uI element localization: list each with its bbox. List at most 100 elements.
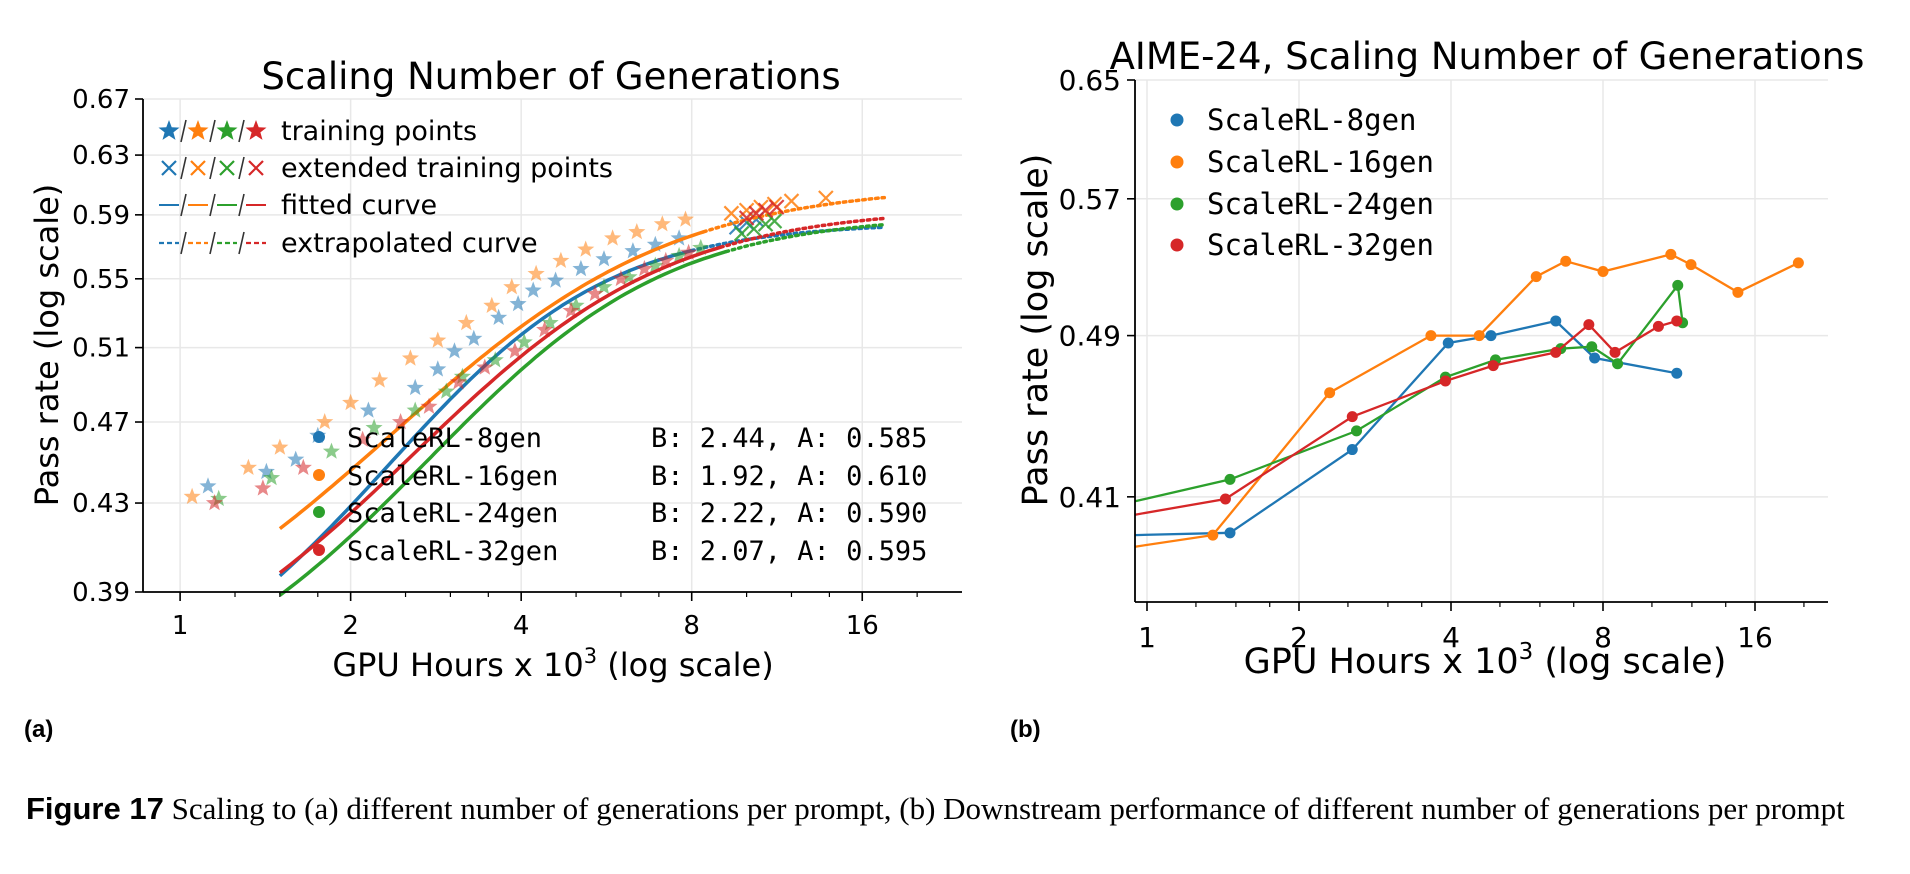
panel-b-y-tick-label: 0.65	[1059, 64, 1121, 97]
data-point-8gen	[1346, 444, 1358, 456]
panel-b-x-axis-label: GPU Hours x 103 (log scale)	[1244, 639, 1727, 682]
training-point-32gen	[506, 342, 524, 359]
panel-a-label: (a)	[24, 716, 54, 743]
panel-a-x-tick-label: 1	[172, 611, 189, 641]
panel-b-x-tick-label: 8	[1594, 621, 1612, 654]
training-point-16gen	[628, 223, 646, 240]
extrapolated-curve-32gen	[718, 216, 887, 249]
training-point-8gen	[572, 259, 590, 277]
extrapolated-curve-8gen	[689, 225, 887, 253]
training-point-16gen	[401, 349, 419, 366]
legend-slash-separator	[209, 119, 216, 143]
training-point-32gen	[392, 413, 410, 430]
panel-b-y-tick-label: 0.41	[1059, 481, 1121, 514]
training-point-24gen	[322, 442, 340, 459]
legend-star-icon-8gen	[158, 120, 180, 140]
panel-a-y-tick-label: 0.39	[72, 578, 130, 608]
training-point-32gen	[657, 251, 675, 268]
legend-cross-icon-32gen	[248, 160, 264, 176]
panel-a-y-tick-label: 0.47	[72, 408, 130, 438]
training-point-32gen	[476, 358, 494, 375]
extended-point-24gen	[746, 221, 762, 237]
legend-series-name: ScaleRL-24gen	[1207, 187, 1434, 221]
panel-b-title: AIME-24, Scaling Number of Generations	[1110, 35, 1865, 78]
data-point-16gen	[1530, 271, 1542, 283]
panel-a-xlabel-sup: 3	[584, 644, 597, 668]
panel-a-xlabel-prefix: GPU Hours x 10	[332, 646, 583, 684]
legend-star-icon-16gen	[187, 120, 209, 140]
training-point-16gen	[653, 215, 671, 232]
legend-fit-params: B: 2.07, A: 0.595	[651, 536, 927, 567]
legend-slash-separator	[238, 119, 245, 143]
panel-b-chart: AIME-24, Scaling Number of Generations 1…	[1016, 35, 1864, 682]
training-point-32gen	[294, 458, 312, 475]
training-point-8gen	[359, 401, 377, 418]
data-point-16gen	[1665, 248, 1677, 260]
extended-point-16gen	[783, 193, 800, 209]
legend-cross-icon-8gen	[161, 160, 177, 176]
panel-a-x-tick-label: 8	[683, 611, 700, 641]
caption-text: Scaling to (a) different number of gener…	[171, 791, 1845, 826]
training-point-8gen	[257, 462, 275, 480]
legend-series-name: ScaleRL-24gen	[347, 498, 558, 529]
training-point-24gen	[670, 246, 688, 264]
legend-series-name: ScaleRL-16gen	[347, 461, 558, 492]
training-point-24gen	[646, 256, 664, 273]
training-point-24gen	[210, 489, 228, 507]
panel-b-xlabel-suffix: (log scale)	[1533, 642, 1726, 682]
legend-slash-separator	[209, 193, 216, 217]
training-point-8gen	[624, 242, 642, 259]
extended-point-16gen	[738, 202, 755, 219]
panel-b-x-tick-label: 16	[1737, 621, 1773, 654]
legend-series-name: ScaleRL-8gen	[347, 423, 542, 454]
data-point-16gen	[1560, 255, 1572, 267]
training-point-8gen	[646, 235, 664, 252]
legend-star-icon-32gen	[245, 120, 267, 140]
panel-a-y-tick-label: 0.63	[72, 141, 130, 171]
training-point-8gen	[287, 450, 305, 467]
data-point-16gen	[1597, 265, 1609, 277]
training-point-16gen	[271, 438, 289, 455]
extended-point-32gen	[738, 210, 755, 226]
extrapolated-curve-16gen	[701, 195, 887, 234]
panel-b-xlabel-sup: 3	[1519, 639, 1534, 665]
panel-a-y-tick-label: 0.59	[72, 201, 130, 231]
data-point-24gen	[1351, 425, 1363, 437]
panel-b-y-tick-label: 0.49	[1059, 320, 1121, 353]
panel-a-xlabel-suffix: (log scale)	[597, 646, 774, 684]
training-point-8gen	[670, 229, 688, 246]
data-point-32gen	[1583, 319, 1595, 331]
legend-entry-label: training points	[281, 116, 477, 147]
training-point-32gen	[680, 243, 698, 260]
training-point-24gen	[437, 382, 455, 399]
data-point-16gen	[1473, 330, 1485, 342]
panel-a-x-tick-label: 16	[846, 611, 879, 641]
data-point-8gen	[1671, 367, 1683, 379]
data-point-24gen	[1224, 473, 1236, 485]
data-point-32gen	[1439, 375, 1451, 387]
training-point-16gen	[604, 229, 622, 246]
training-point-32gen	[205, 494, 224, 511]
data-point-16gen	[1207, 529, 1219, 541]
fitted-curve-32gen	[278, 245, 722, 575]
training-point-8gen	[509, 295, 527, 312]
panel-a-series-legend: ScaleRL-8gen B: 2.44, A: 0.585 ScaleRL-16g…	[313, 423, 927, 567]
training-point-32gen	[420, 397, 438, 414]
panel-a-y-tick-label: 0.43	[72, 489, 130, 519]
data-point-32gen	[1671, 315, 1683, 327]
panel-a-y-tick-label: 0.51	[72, 334, 130, 364]
data-point-24gen	[1612, 358, 1624, 370]
legend-cross-icon-16gen	[190, 160, 206, 176]
data-point-8gen	[1224, 527, 1236, 539]
data-point-16gen	[1425, 330, 1437, 342]
training-point-8gen	[595, 250, 613, 267]
training-point-24gen	[453, 367, 471, 384]
legend-entry-label: extrapolated curve	[281, 228, 538, 259]
extended-point-32gen	[748, 205, 765, 222]
legend-series-name: ScaleRL-16gen	[1207, 145, 1434, 179]
training-point-24gen	[567, 296, 585, 313]
legend-fit-params: B: 2.44, A: 0.585	[651, 423, 927, 454]
training-point-24gen	[515, 333, 533, 350]
panel-a-title: Scaling Number of Generations	[261, 55, 840, 98]
panel-a-x-axis-label: GPU Hours x 103 (log scale)	[332, 644, 773, 684]
